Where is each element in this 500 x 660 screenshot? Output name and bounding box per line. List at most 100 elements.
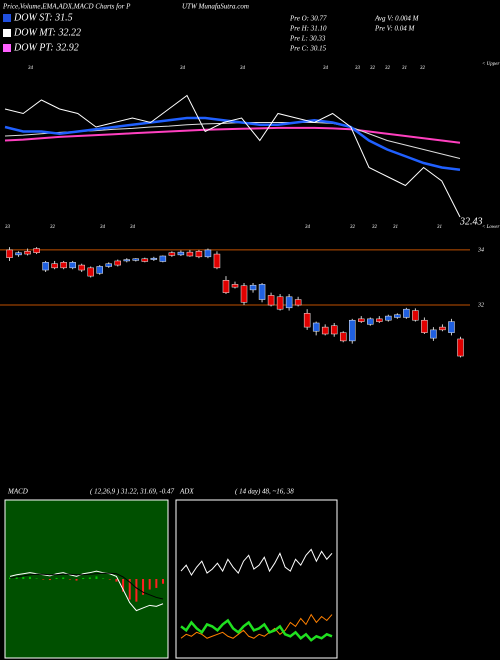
candle-body — [123, 259, 131, 262]
candle-body — [231, 284, 239, 288]
info-text: Avg V: 0.004 M — [374, 15, 420, 23]
candle-body — [195, 251, 203, 258]
bottom-price-label: 32 — [50, 225, 56, 230]
candle-body — [69, 262, 76, 269]
bottom-price-label: 34 — [130, 225, 136, 230]
candle-body — [132, 258, 140, 261]
top-price-label: 31 — [402, 66, 407, 71]
candle-body — [87, 267, 94, 277]
candle-body — [51, 263, 58, 269]
candle-body — [367, 318, 374, 325]
upper-label: < Upper — [482, 62, 499, 67]
legend-swatch — [3, 29, 11, 37]
candle-body — [439, 326, 446, 331]
candle-body — [42, 262, 49, 271]
top-price-label: 32 — [370, 66, 376, 71]
candle-body — [276, 296, 284, 310]
info-text: Pre O: 30.77 — [289, 15, 327, 23]
line-series — [9, 570, 164, 612]
candle-body — [258, 284, 266, 300]
candle-body — [141, 258, 149, 262]
line-series — [4, 122, 461, 159]
candle-body — [303, 313, 311, 328]
bottom-price-label: 32 — [350, 225, 356, 230]
line-series — [9, 572, 164, 600]
candle-body — [267, 295, 275, 306]
line-series — [180, 548, 333, 577]
candle-body — [78, 264, 85, 271]
candle-body — [249, 284, 257, 291]
legend-label: DOW MT: 32.22 — [13, 27, 81, 38]
line-series — [4, 116, 461, 171]
lower-label: < Lower — [482, 225, 499, 230]
candle-body — [114, 260, 121, 266]
info-text: Pre L: 30.33 — [289, 35, 326, 43]
top-price-label: 34 — [323, 66, 329, 71]
candle-body — [168, 252, 176, 256]
candle-body — [177, 251, 185, 256]
candle-body — [159, 255, 167, 262]
candle-body — [33, 248, 40, 253]
legend-swatch — [3, 14, 11, 22]
candle-body — [222, 279, 230, 293]
panel-title: MACD — [7, 488, 28, 496]
panel-subtitle: ( 12,26,9 ) 31.22, 31.69, -0.47 — [90, 488, 174, 496]
panel — [4, 499, 169, 659]
candle-body — [448, 321, 455, 333]
candle-body — [6, 249, 13, 258]
candle-body — [15, 252, 22, 256]
y-tick-label: 32 — [477, 302, 484, 308]
bottom-price-label: 34 — [100, 225, 106, 230]
candle-body — [321, 326, 329, 335]
info-text: Pre H: 31.10 — [289, 25, 327, 33]
candle-body — [403, 308, 410, 318]
candle-body — [186, 251, 194, 257]
legend-swatch — [3, 44, 11, 52]
candle-body — [385, 315, 392, 321]
line-series — [4, 94, 461, 218]
panel — [175, 499, 338, 659]
candle-body — [412, 310, 419, 321]
bottom-price-label: 33 — [5, 225, 11, 230]
title-right: UTW MunafaSutra.com — [182, 3, 249, 11]
candle-body — [60, 262, 67, 269]
candle-body — [285, 296, 293, 309]
candle-body — [312, 322, 320, 332]
candle-body — [213, 253, 221, 269]
line-series — [180, 618, 333, 642]
bottom-price-label: 34 — [305, 225, 311, 230]
candle-body — [430, 329, 437, 339]
top-price-label: 32 — [420, 66, 426, 71]
legend-label: DOW PT: 32.92 — [13, 42, 79, 53]
candle-body — [358, 318, 365, 322]
candle-body — [150, 257, 158, 260]
info-text: Pre V: 0.04 M — [374, 25, 415, 33]
panel-title: ADX — [179, 488, 194, 496]
candle-body — [376, 318, 383, 322]
title-left: Price,Volume,EMA,ADX,MACD Charts for P — [2, 3, 131, 11]
candle-body — [105, 263, 112, 267]
panel-subtitle: ( 14 day) 48, ~16, 38 — [235, 488, 294, 496]
candle-body — [339, 332, 347, 342]
top-price-label: 34 — [28, 66, 34, 71]
bottom-price-label: 31 — [437, 225, 442, 230]
candle-body — [240, 285, 248, 303]
line-series — [4, 126, 461, 144]
candle-body — [24, 251, 31, 255]
candle-body — [294, 299, 302, 306]
candle-body — [421, 319, 428, 333]
bottom-price-label: 32 — [372, 225, 378, 230]
candle-body — [96, 266, 103, 274]
bottom-price-label: 31 — [393, 225, 398, 230]
y-tick-label: 34 — [477, 246, 484, 253]
top-price-label: 32 — [385, 66, 391, 71]
top-price-label: 34 — [180, 66, 186, 71]
candle-body — [349, 319, 356, 342]
legend-label: DOW ST: 31.5 — [13, 12, 73, 23]
candle-body — [204, 249, 212, 258]
line-series — [180, 613, 333, 639]
top-price-label: 34 — [240, 66, 246, 71]
last-price: 32.43 — [459, 216, 483, 227]
info-text: Pre C: 30.15 — [289, 45, 327, 53]
candle-body — [457, 338, 464, 357]
